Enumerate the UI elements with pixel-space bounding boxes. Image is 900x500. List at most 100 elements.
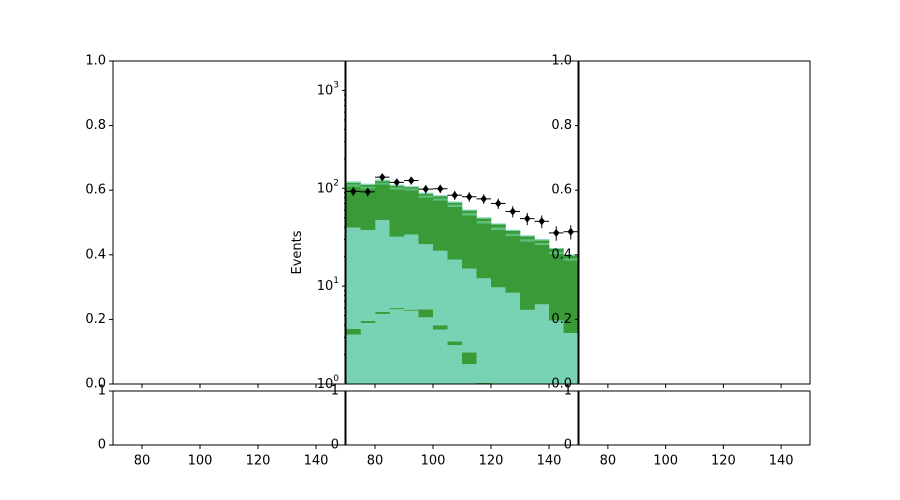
data-point xyxy=(408,176,415,185)
data-point xyxy=(509,207,516,216)
stack-bar-layer3 xyxy=(520,309,535,384)
data-point xyxy=(480,194,487,203)
stack-bar-layer4 xyxy=(375,184,390,220)
stack-bar-layer6 xyxy=(563,255,579,259)
stack-bar-layer7 xyxy=(404,186,419,188)
stack-bar-layer5 xyxy=(476,221,492,224)
stack-bar-layer5 xyxy=(418,195,434,198)
xtick-label: 120 xyxy=(711,454,736,469)
stack-bar-layer4 xyxy=(404,190,419,235)
stack-bar-layer5 xyxy=(346,184,361,187)
stack-bar-layer5 xyxy=(447,204,463,207)
ytick-label: 0.0 xyxy=(85,377,106,392)
ytick-label: 0.0 xyxy=(551,377,572,392)
stack-bar-layer4 xyxy=(360,188,376,231)
stack-bar-layer4 xyxy=(534,244,550,305)
stack-bar-layer6 xyxy=(404,187,419,189)
stack-bar-layer6 xyxy=(447,202,463,205)
stack-bar-layer3 xyxy=(447,259,463,342)
stack-bar-layer5 xyxy=(534,242,550,245)
ytick-label: 0.8 xyxy=(85,118,106,133)
data-point xyxy=(437,184,444,193)
data-point xyxy=(422,185,429,194)
data-point xyxy=(538,217,545,226)
stack-bar-layer4 xyxy=(563,260,579,334)
data-point xyxy=(350,187,357,196)
main-panel-frame-1 xyxy=(345,60,579,385)
stack-bar-layer2 xyxy=(433,325,448,330)
stack-bar-layer3 xyxy=(346,227,361,329)
stack-bar-layer2 xyxy=(476,382,492,384)
data-point xyxy=(553,228,560,237)
stack-bar-layer6 xyxy=(549,249,564,252)
stack-bar-layer3 xyxy=(534,304,550,384)
stack-bar-layer4 xyxy=(433,200,448,251)
stack-bar-layer7 xyxy=(476,217,492,219)
stack-bar-layer5 xyxy=(549,251,564,254)
ytick-label: 103 xyxy=(317,80,339,98)
xtick-label: 80 xyxy=(367,454,384,469)
stack-bar-layer4 xyxy=(520,241,535,310)
ytick-label: 0.8 xyxy=(551,118,572,133)
xtick-label: 100 xyxy=(653,454,678,469)
stack-bar-layer7 xyxy=(534,239,550,241)
stack-bar-layer4 xyxy=(505,235,521,293)
stack-bar-layer1 xyxy=(375,313,390,384)
stack-bar-layer3 xyxy=(462,268,477,353)
xtick-label: 100 xyxy=(421,454,446,469)
stack-bar-layer1 xyxy=(346,334,361,384)
main-panel-frame-2 xyxy=(578,60,811,385)
stack-bar-layer5 xyxy=(433,198,448,201)
data-point xyxy=(393,178,400,187)
stack-bar-layer3 xyxy=(389,236,405,309)
stack-bar-layer4 xyxy=(476,223,492,279)
stack-bar-layer1 xyxy=(418,317,434,384)
stack-bar-layer5 xyxy=(491,227,506,230)
stack-bar-layer7 xyxy=(462,209,477,211)
stack-bar-layer6 xyxy=(389,185,405,188)
ytick-label: 0.2 xyxy=(551,312,572,327)
stack-bar-layer6 xyxy=(491,224,506,228)
stack-bar-layer6 xyxy=(462,210,477,214)
stack-bar-layer3 xyxy=(433,250,448,326)
ytick-label: 0.4 xyxy=(85,247,106,262)
stack-bar-layer3 xyxy=(549,320,564,384)
stack-bar-layer2 xyxy=(447,341,463,346)
stack-bar-layer7 xyxy=(491,223,506,225)
stack-bar-layer2 xyxy=(389,308,405,310)
stack-bar-layer3 xyxy=(505,292,521,384)
stack-bar-layer5 xyxy=(520,239,535,242)
data-point xyxy=(451,191,458,200)
xtick-label: 120 xyxy=(246,454,271,469)
stack-bar-layer2 xyxy=(375,311,390,314)
stack-bar-layer4 xyxy=(389,189,405,237)
stack-bar-layer2 xyxy=(404,309,419,311)
xtick-label: 140 xyxy=(769,454,794,469)
y-axis-label: Events xyxy=(290,230,305,274)
stack-bar-layer4 xyxy=(491,229,506,288)
stack-bar-layer3 xyxy=(375,219,390,312)
stack-bar-layer5 xyxy=(389,187,405,190)
stack-bar-layer6 xyxy=(360,184,376,187)
ratio-ytick-label: 0 xyxy=(331,438,339,453)
stack-bar-layer3 xyxy=(404,234,419,310)
ratio-panel-frame-2 xyxy=(578,390,811,446)
stack-bar-layer5 xyxy=(404,188,419,191)
ytick-label: 0.6 xyxy=(551,183,572,198)
stack-bar-layer1 xyxy=(404,310,419,384)
data-point xyxy=(495,199,502,208)
ratio-ytick-label: 1 xyxy=(564,384,572,399)
xtick-label: 80 xyxy=(134,454,151,469)
stack-bar-layer6 xyxy=(375,181,390,183)
xtick-label: 140 xyxy=(537,454,562,469)
xtick-label: 140 xyxy=(304,454,329,469)
stack-bar-layer4 xyxy=(462,215,477,269)
stack-bar-layer6 xyxy=(534,240,550,243)
stack-bar-layer7 xyxy=(505,229,521,231)
stack-bar-layer1 xyxy=(462,364,477,384)
ytick-label: 1.0 xyxy=(85,54,106,69)
stack-bar-layer5 xyxy=(563,258,579,261)
ratio-ytick-label: 1 xyxy=(98,384,106,399)
stack-bar-layer2 xyxy=(360,321,376,324)
